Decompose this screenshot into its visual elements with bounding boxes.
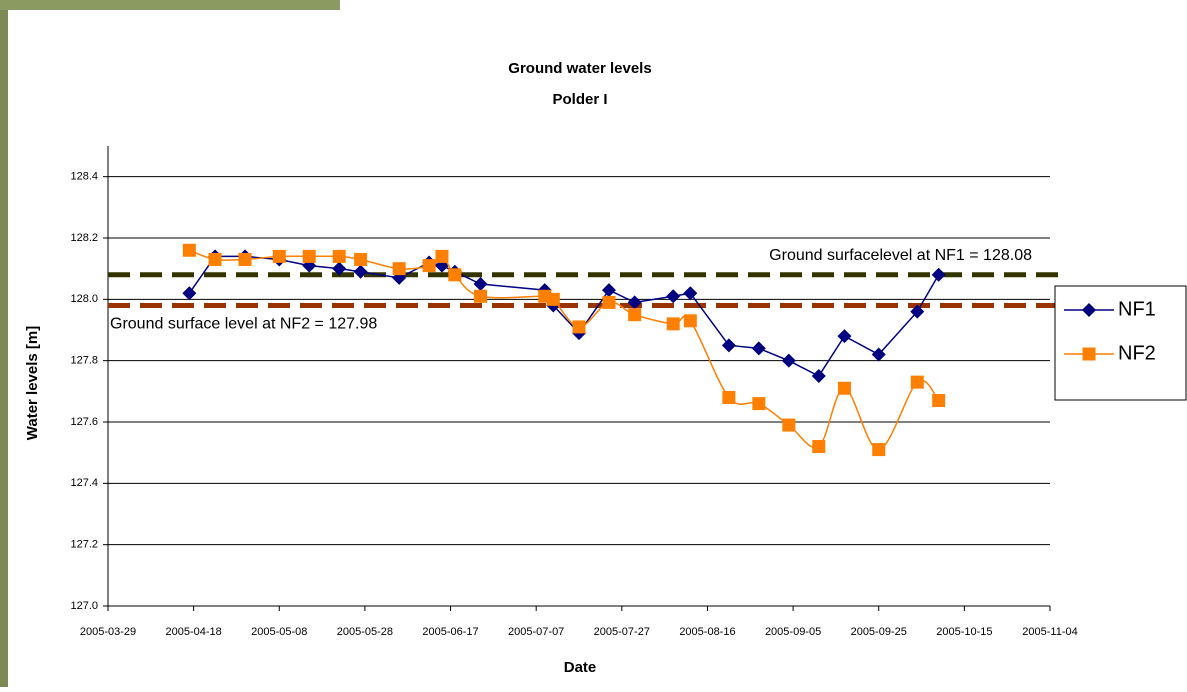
legend-marker bbox=[1082, 303, 1096, 317]
x-tick-label: 2005-09-05 bbox=[765, 626, 821, 638]
data-point bbox=[546, 292, 560, 306]
legend-label: NF2 bbox=[1118, 342, 1156, 364]
x-axis-label: Date bbox=[564, 659, 597, 676]
data-point bbox=[332, 249, 346, 263]
data-point bbox=[435, 249, 449, 263]
x-tick-label: 2005-07-27 bbox=[594, 626, 650, 638]
data-point bbox=[182, 286, 197, 301]
background-photo-edge bbox=[0, 0, 8, 687]
data-point bbox=[683, 286, 698, 301]
x-tick-label: 2005-09-25 bbox=[851, 626, 907, 638]
data-point bbox=[422, 259, 436, 273]
data-point bbox=[353, 264, 368, 279]
x-tick-label: 2005-07-07 bbox=[508, 626, 564, 638]
data-point bbox=[208, 252, 222, 266]
legend-marker bbox=[1082, 347, 1096, 361]
data-point bbox=[751, 341, 766, 356]
data-point bbox=[872, 443, 886, 457]
y-tick-label: 128.0 bbox=[70, 293, 98, 305]
chart-title: Ground water levels bbox=[508, 60, 651, 77]
data-point bbox=[871, 347, 886, 362]
data-point bbox=[628, 308, 642, 322]
data-point bbox=[354, 252, 368, 266]
data-point bbox=[627, 295, 642, 310]
data-point bbox=[238, 252, 252, 266]
x-tick-label: 2005-03-29 bbox=[80, 626, 136, 638]
data-point bbox=[473, 277, 488, 291]
reference-label: Ground surfacelevel at NF1 = 128.08 bbox=[769, 247, 1032, 264]
series-line bbox=[189, 249, 940, 451]
x-tick-label: 2005-05-08 bbox=[251, 626, 307, 638]
y-axis-label: Water levels [m] bbox=[24, 326, 41, 441]
data-point bbox=[932, 394, 946, 408]
data-point bbox=[302, 249, 316, 263]
reference-label: Ground surface level at NF2 = 127.98 bbox=[110, 316, 377, 333]
y-tick-label: 127.4 bbox=[70, 477, 98, 489]
chart-subtitle: Polder I bbox=[552, 91, 607, 108]
x-tick-label: 2005-11-04 bbox=[1022, 626, 1077, 638]
data-point bbox=[474, 289, 488, 303]
data-point bbox=[666, 317, 680, 331]
data-point bbox=[601, 283, 616, 298]
data-point bbox=[721, 338, 736, 353]
data-point bbox=[332, 261, 347, 276]
y-tick-label: 127.8 bbox=[70, 355, 98, 367]
background-photo-edge bbox=[0, 0, 340, 10]
y-tick-label: 127.2 bbox=[70, 539, 98, 551]
data-point bbox=[910, 375, 924, 389]
data-point bbox=[392, 262, 406, 276]
data-point bbox=[837, 329, 852, 344]
y-tick-label: 127.6 bbox=[70, 416, 98, 428]
data-point bbox=[683, 314, 697, 328]
data-point bbox=[812, 440, 826, 454]
data-point bbox=[666, 289, 681, 304]
y-tick-label: 128.2 bbox=[70, 232, 98, 244]
legend-label: NF1 bbox=[1118, 298, 1156, 320]
data-point bbox=[752, 397, 766, 411]
x-tick-label: 2005-05-28 bbox=[337, 626, 393, 638]
data-point bbox=[931, 267, 946, 282]
data-point bbox=[811, 369, 826, 383]
data-point bbox=[182, 243, 196, 257]
data-point bbox=[781, 353, 796, 368]
y-tick-label: 128.4 bbox=[70, 171, 98, 183]
data-point bbox=[448, 268, 462, 282]
data-point bbox=[602, 295, 616, 309]
data-point bbox=[910, 304, 925, 319]
data-point bbox=[722, 390, 736, 404]
x-tick-label: 2005-10-15 bbox=[936, 626, 992, 638]
data-point bbox=[572, 320, 586, 334]
x-tick-label: 2005-06-17 bbox=[422, 626, 478, 638]
x-tick-label: 2005-04-18 bbox=[165, 626, 221, 638]
data-point bbox=[837, 381, 851, 395]
y-tick-label: 127.0 bbox=[70, 600, 98, 612]
legend-box bbox=[1054, 285, 1187, 401]
data-point bbox=[782, 418, 796, 432]
x-tick-label: 2005-08-16 bbox=[679, 626, 735, 638]
data-point bbox=[272, 249, 286, 263]
